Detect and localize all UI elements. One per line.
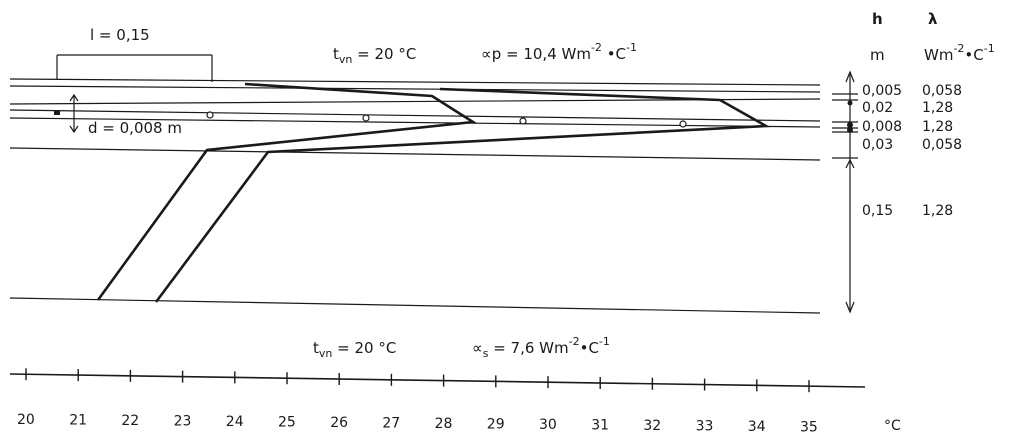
temperature-profiles (96, 82, 771, 303)
axis-tick-label: 29 (487, 417, 505, 433)
alpha-s-label: ∝s = 7,6 Wm-2•C-1 (472, 335, 610, 360)
pipe-circle (362, 114, 370, 122)
alpha-p-label: ∝p = 10,4 Wm-2 •C-1 (481, 41, 637, 63)
temperature-profile-at-pipe (154, 87, 771, 303)
h-unit: m (870, 46, 885, 64)
axis-tick-label: 26 (330, 415, 348, 431)
axis-tick-label: 32 (643, 418, 661, 434)
lambda-value: 1,28 (922, 100, 953, 116)
svg-text:∝p = 10,4 Wm-2 •C-1: ∝p = 10,4 Wm-2 •C-1 (481, 41, 637, 63)
axis-tick-label: 23 (174, 414, 192, 430)
indoor-temperature-top: tvn = 20 °C (333, 45, 416, 66)
layer-line-1 (9, 78, 821, 86)
layer-line-6 (9, 147, 821, 161)
pipe-circle (679, 120, 687, 128)
axis-ticks (25, 368, 810, 393)
layer-line-2 (9, 85, 821, 93)
lambda-value: 1,28 (922, 203, 953, 219)
layer-line-7 (9, 297, 821, 314)
axis-tick-label: 33 (696, 419, 714, 435)
svg-text:tvn = 20 °C: tvn = 20 °C (313, 339, 396, 360)
pipe-diameter-label: d = 0,008 m (88, 119, 182, 137)
axis-tick-label: 31 (591, 418, 609, 434)
lambda-header: λ (928, 10, 938, 28)
axis-tick-label: 30 (539, 417, 557, 433)
layer-table: h λ m Wm-2•C-1 0,005 0,058 0,02 1,28 0,0… (862, 10, 995, 219)
lambda-value: 0,058 (922, 137, 962, 153)
axis-tick-label: 22 (121, 413, 139, 429)
temperature-profile-between-pipes (96, 82, 477, 301)
pipe-circle (206, 111, 214, 119)
axis-tick-label: 35 (800, 420, 818, 436)
pipe-spacing-label: l = 0,15 (90, 26, 150, 44)
axis-tick-label: 27 (382, 416, 400, 432)
svg-text:tvn = 20 °C: tvn = 20 °C (333, 45, 416, 66)
axis-line (9, 373, 866, 388)
svg-text:∝s = 7,6 Wm-2•C-1: ∝s = 7,6 Wm-2•C-1 (472, 335, 610, 360)
h-header: h (872, 10, 883, 28)
pipe-diameter-dimension (69, 93, 79, 134)
h-value: 0,03 (862, 137, 893, 153)
axis-tick-label: 20 (17, 412, 35, 428)
lambda-value: 1,28 (922, 119, 953, 135)
pipe-spacing-dimension (56, 54, 213, 82)
axis-tick-label: 24 (226, 414, 244, 430)
thickness-dimension (832, 70, 858, 314)
pipe-circle (519, 117, 527, 125)
lambda-value: 0,058 (922, 83, 962, 99)
pipe-marker-filled (54, 110, 60, 115)
h-value: 0,005 (862, 83, 902, 99)
temperature-axis: 20 21 22 23 24 25 26 27 28 29 30 31 32 33 34 35 °C (9, 368, 901, 436)
axis-tick-label: 25 (278, 415, 296, 431)
h-value: 0,008 (862, 119, 902, 135)
h-value: 0,02 (862, 100, 893, 116)
axis-labels: 20 21 22 23 24 25 26 27 28 29 30 31 32 33 34 35 (17, 412, 818, 436)
h-value: 0,15 (862, 203, 893, 219)
heating-pipes (54, 110, 687, 128)
indoor-temperature-bottom: tvn = 20 °C (313, 339, 396, 360)
axis-unit: °C (884, 418, 901, 434)
layer-line-4 (9, 109, 821, 122)
layer-boundaries (9, 78, 821, 314)
lambda-unit: Wm-2•C-1 (924, 42, 995, 64)
axis-tick-label: 34 (748, 419, 766, 435)
axis-tick-label: 21 (69, 413, 87, 429)
axis-tick-label: 28 (435, 416, 453, 432)
